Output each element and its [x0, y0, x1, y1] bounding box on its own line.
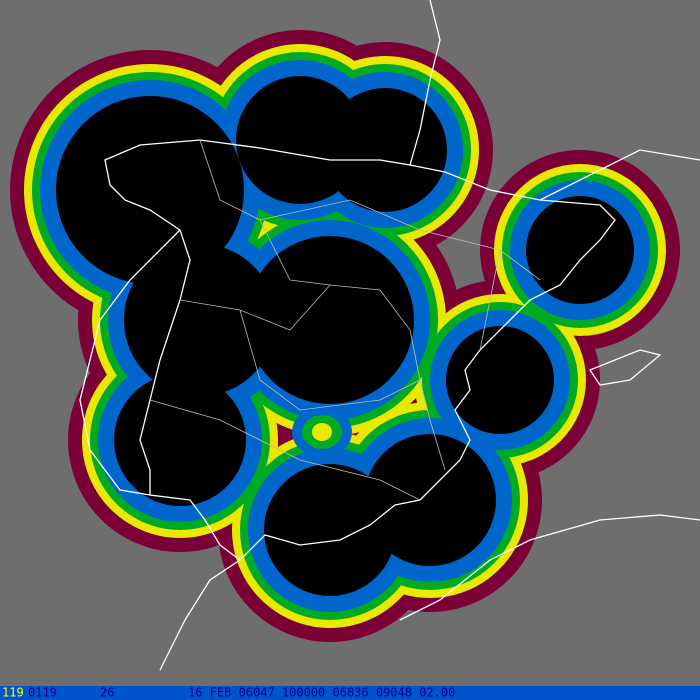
- algeria-coast: [399, 514, 700, 621]
- ring-black: [246, 236, 414, 404]
- france-coast: [539, 149, 700, 201]
- coastlines: [79, 0, 700, 671]
- echo-yellow: [312, 423, 332, 441]
- status-info: 16 FEB 06047 100000 06836 09048 02.00: [188, 686, 455, 700]
- status-value: 26: [100, 686, 114, 700]
- ring-black: [526, 196, 634, 304]
- ring-black: [446, 326, 554, 434]
- radar-coverage: [10, 30, 680, 642]
- spain-outline: [104, 139, 616, 561]
- ring-black: [124, 244, 276, 396]
- status-id: 119: [2, 686, 24, 700]
- ring-black: [364, 434, 496, 566]
- ring-black: [264, 464, 396, 596]
- ring-black: [56, 96, 244, 284]
- status-bar: [0, 686, 700, 700]
- ring-black: [114, 374, 246, 506]
- region-borders: [149, 139, 541, 501]
- status-code: 0119: [28, 686, 57, 700]
- portugal-coast: [79, 229, 181, 496]
- france-border: [409, 0, 441, 166]
- mallorca: [589, 349, 662, 386]
- ring-black: [323, 88, 447, 212]
- morocco-coast: [159, 559, 241, 671]
